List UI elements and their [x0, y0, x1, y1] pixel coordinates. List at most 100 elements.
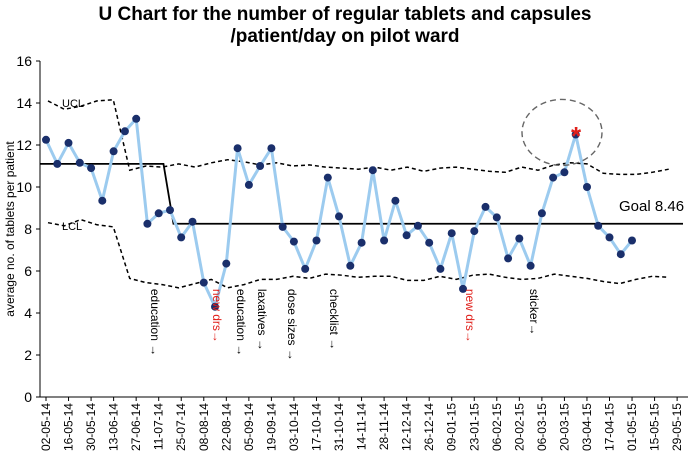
x-tick-label: 23-01-15: [467, 403, 481, 451]
data-point: [583, 183, 591, 191]
data-point: [42, 135, 50, 144]
data-point: [312, 236, 321, 245]
x-tick-label: 17-10-14: [309, 403, 323, 451]
x-tick-label: 03-10-14: [287, 403, 301, 451]
data-point: [481, 202, 490, 211]
x-tick-label: 02-05-14: [39, 403, 53, 451]
intervention-label: laxatives →: [255, 289, 269, 351]
x-tick-label: 03-04-15: [580, 403, 594, 451]
data-point: [323, 173, 332, 182]
data-point: [605, 233, 614, 242]
data-point: [256, 162, 265, 170]
x-tick-label: 20-03-15: [557, 403, 571, 451]
data-point: [368, 166, 377, 175]
data-point: [64, 138, 73, 147]
data-point: [199, 278, 208, 287]
x-tick-label: 30-05-14: [84, 403, 98, 451]
x-tick-label: 08-08-14: [197, 403, 211, 451]
x-tick-label: 13-06-14: [107, 403, 121, 451]
x-tick-label: 31-10-14: [332, 403, 346, 451]
x-tick-label: 20-02-15: [512, 403, 526, 451]
data-point: [560, 168, 569, 177]
y-tick-label: 0: [24, 389, 32, 405]
data-point: [188, 217, 197, 226]
data-point: [154, 209, 163, 218]
x-tick-label: 12-12-14: [400, 403, 414, 451]
data-point: [526, 261, 535, 270]
data-point: [391, 196, 400, 205]
data-point: [301, 264, 310, 273]
data-point: [616, 250, 625, 259]
data-point: [380, 236, 389, 245]
y-tick-label: 8: [24, 221, 32, 237]
y-tick-label: 6: [24, 263, 32, 279]
x-tick-label: 05-09-14: [242, 403, 256, 451]
data-point: [413, 221, 422, 230]
x-tick-label: 06-03-15: [535, 403, 549, 451]
x-tick-label: 16-05-14: [62, 403, 76, 451]
highlight-ellipse: [521, 98, 603, 167]
y-tick-label: 12: [16, 137, 32, 153]
data-point: [436, 264, 445, 273]
data-point: [515, 234, 524, 243]
y-tick-label: 16: [16, 53, 32, 69]
lcl-label: LCL: [62, 221, 82, 233]
intervention-label: sticker→: [527, 289, 541, 336]
lcl-line: [47, 218, 669, 289]
centre-line: [40, 163, 683, 225]
y-tick-label: 2: [24, 347, 32, 363]
data-point: [98, 196, 107, 205]
x-tick-label: 27-06-14: [129, 403, 143, 451]
asterisk-marker: *: [571, 121, 582, 151]
ucl-line: [47, 99, 669, 176]
data-point: [459, 284, 467, 293]
data-point: [87, 164, 96, 173]
chart-title-line2: /patient/day on pilot ward: [230, 26, 460, 47]
chart-title-line1: U Chart for the number of regular tablet…: [98, 4, 592, 25]
x-tick-label: 14-11-14: [355, 403, 369, 450]
x-tick-label: 26-12-14: [422, 403, 436, 451]
data-point: [346, 261, 355, 270]
data-point: [571, 130, 580, 139]
intervention-label: education →: [234, 289, 248, 356]
x-tick-label: 28-11-14: [377, 403, 391, 450]
x-tick-label: 09-01-15: [445, 403, 459, 451]
x-tick-label: 22-08-14: [219, 403, 233, 451]
data-point: [628, 236, 636, 245]
ucl-label: UCL: [62, 98, 84, 110]
data-point: [177, 233, 186, 242]
y-tick-label: 10: [16, 179, 32, 195]
data-point: [53, 159, 62, 168]
y-tick-label: 14: [16, 95, 32, 111]
data-point: [504, 254, 513, 263]
data-point: [289, 237, 298, 246]
data-point: [537, 209, 546, 218]
data-point: [211, 302, 219, 311]
x-tick-label: 17-04-15: [603, 403, 617, 451]
y-axis-title: average no. of tablets per patient: [3, 141, 17, 317]
x-tick-label: 01-05-15: [625, 403, 639, 451]
data-point: [402, 231, 411, 240]
data-point: [278, 222, 287, 231]
x-tick-label: 06-02-15: [490, 403, 504, 451]
data-point: [594, 221, 603, 230]
data-point: [549, 173, 558, 182]
data-point: [267, 144, 276, 153]
data-point: [492, 213, 501, 222]
data-point: [143, 219, 152, 228]
data-point: [470, 227, 479, 236]
data-point: [447, 229, 456, 238]
x-tick-label: 15-05-15: [648, 403, 662, 451]
y-tick-label: 4: [24, 305, 32, 321]
x-tick-label: 29-05-15: [670, 403, 684, 451]
goal-label: Goal 8.46: [619, 198, 684, 215]
intervention-label: dose sizes →: [285, 289, 299, 361]
intervention-label: new drs→: [463, 289, 477, 343]
data-point: [222, 259, 231, 268]
x-tick-label: 25-07-14: [174, 403, 188, 451]
data-point: [109, 147, 118, 156]
data-point: [132, 114, 141, 123]
intervention-label: new drs→: [210, 289, 224, 343]
